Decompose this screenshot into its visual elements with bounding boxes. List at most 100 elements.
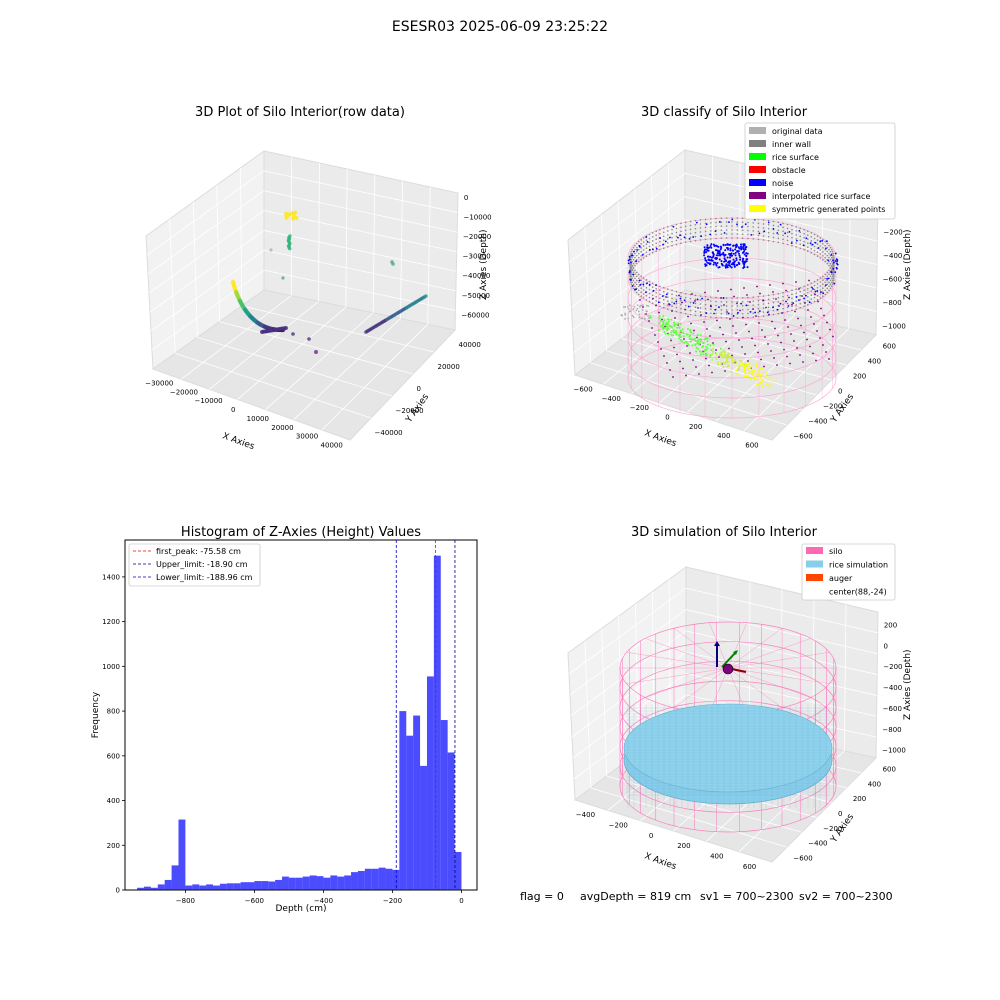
- interpolated-point: [651, 327, 653, 329]
- noise-point: [732, 244, 735, 247]
- inner-wall-point: [782, 226, 784, 229]
- noise-point: [835, 266, 838, 269]
- interpolated-point: [802, 361, 804, 363]
- noise-point: [629, 278, 632, 281]
- rice-surface-point: [686, 342, 689, 345]
- noise-point: [723, 254, 726, 257]
- noise-point: [808, 301, 811, 304]
- inner-wall-point: [736, 233, 739, 235]
- x-tick-label: −200: [383, 897, 402, 905]
- inner-wall-point: [762, 307, 765, 309]
- inner-wall-point: [642, 293, 645, 295]
- noise-point: [705, 259, 708, 262]
- z-tick-label: −1000: [882, 323, 906, 331]
- noise-point: [633, 250, 635, 253]
- inner-wall-point: [813, 288, 816, 291]
- rice-surface-point: [721, 355, 724, 358]
- rice-surface-point: [679, 338, 682, 341]
- inner-wall-point: [720, 221, 723, 224]
- rice-surface-point: [682, 331, 685, 334]
- inner-wall-point: [791, 224, 793, 227]
- inner-wall-point: [777, 229, 780, 232]
- inner-wall-point: [645, 243, 648, 246]
- interpolated-point: [791, 303, 793, 306]
- x-tick-label: 10000: [247, 415, 269, 423]
- inner-wall-point: [675, 294, 678, 297]
- histogram-legend: first_peak: -75.58 cm Upper_limit: -18.90…: [128, 543, 261, 587]
- z-tick-label: −400: [883, 684, 902, 692]
- inner-wall-point: [822, 287, 824, 289]
- inner-wall-point: [648, 288, 651, 291]
- inner-wall-point: [704, 226, 707, 229]
- rice-surface-point: [753, 370, 756, 373]
- inner-wall-point: [725, 225, 728, 227]
- noise-point: [714, 257, 717, 260]
- noise-point: [710, 243, 713, 246]
- rice-surface-point: [663, 326, 666, 329]
- noise-point: [809, 242, 812, 245]
- gridline: [150, 249, 265, 332]
- rice-surface-point: [679, 323, 682, 326]
- gridline: [843, 604, 847, 752]
- gridline: [263, 190, 458, 233]
- panel-histogram: Histogram of Z-Axies (Height) Values −80…: [91, 525, 478, 914]
- inner-wall-point: [731, 317, 733, 319]
- inner-wall-point: [829, 287, 832, 290]
- rice-surface-point: [744, 372, 747, 375]
- inner-wall-point: [725, 229, 728, 231]
- inner-wall-point: [747, 225, 749, 228]
- rice-surface-point: [722, 349, 725, 352]
- rice-surface-point: [698, 342, 701, 345]
- inner-wall-point: [816, 243, 819, 246]
- noise-point: [718, 221, 721, 223]
- inner-wall-point: [786, 302, 789, 305]
- rice-surface-point: [705, 345, 708, 348]
- interpolated-point: [767, 343, 769, 345]
- inner-wall-point: [638, 260, 640, 263]
- x-tick-label: 400: [717, 432, 730, 440]
- inner-wall-point: [757, 303, 760, 306]
- noise-point: [745, 260, 748, 263]
- inner-wall-point: [662, 298, 665, 301]
- noise-point: [740, 247, 743, 250]
- inner-wall-point: [640, 243, 642, 245]
- noise-point: [659, 237, 661, 240]
- rice-surface-point: [700, 340, 703, 343]
- inner-wall-point: [638, 277, 640, 280]
- silo-roof-spoke: [727, 667, 830, 684]
- x-tick-label: −30000: [145, 379, 173, 387]
- noise-point: [741, 251, 744, 254]
- original-point: [636, 307, 639, 310]
- rice-surface-point: [687, 344, 690, 347]
- histogram-bars: [137, 555, 462, 890]
- inner-wall-point: [667, 230, 669, 232]
- inner-wall-point: [807, 291, 809, 294]
- rice-surface-point: [719, 352, 722, 355]
- inner-wall-point: [731, 237, 733, 239]
- inner-wall-point: [655, 242, 657, 245]
- inner-wall-point: [667, 242, 669, 244]
- inner-wall-point: [799, 286, 802, 289]
- noise-point: [787, 305, 790, 307]
- noise-point: [832, 261, 835, 264]
- noise-point: [724, 249, 727, 252]
- noise-point: [796, 239, 798, 242]
- data-point: [287, 246, 292, 251]
- inner-wall-point: [629, 277, 631, 279]
- interpolated-point: [759, 292, 761, 295]
- inner-wall-point: [725, 297, 728, 299]
- noise-point: [635, 260, 638, 262]
- noise-point: [628, 258, 631, 261]
- inner-wall-point: [689, 309, 692, 312]
- interpolated-point: [639, 299, 641, 301]
- inner-wall-point: [694, 294, 697, 297]
- original-point: [643, 317, 646, 320]
- inner-wall-point: [762, 227, 765, 229]
- original-point: [626, 305, 629, 308]
- inner-wall-point: [795, 226, 797, 228]
- inner-wall-point: [715, 237, 717, 240]
- inner-wall-point: [791, 305, 793, 308]
- noise-point: [631, 254, 634, 257]
- x-tick-label: 40000: [321, 442, 343, 450]
- noise-point: [805, 237, 808, 240]
